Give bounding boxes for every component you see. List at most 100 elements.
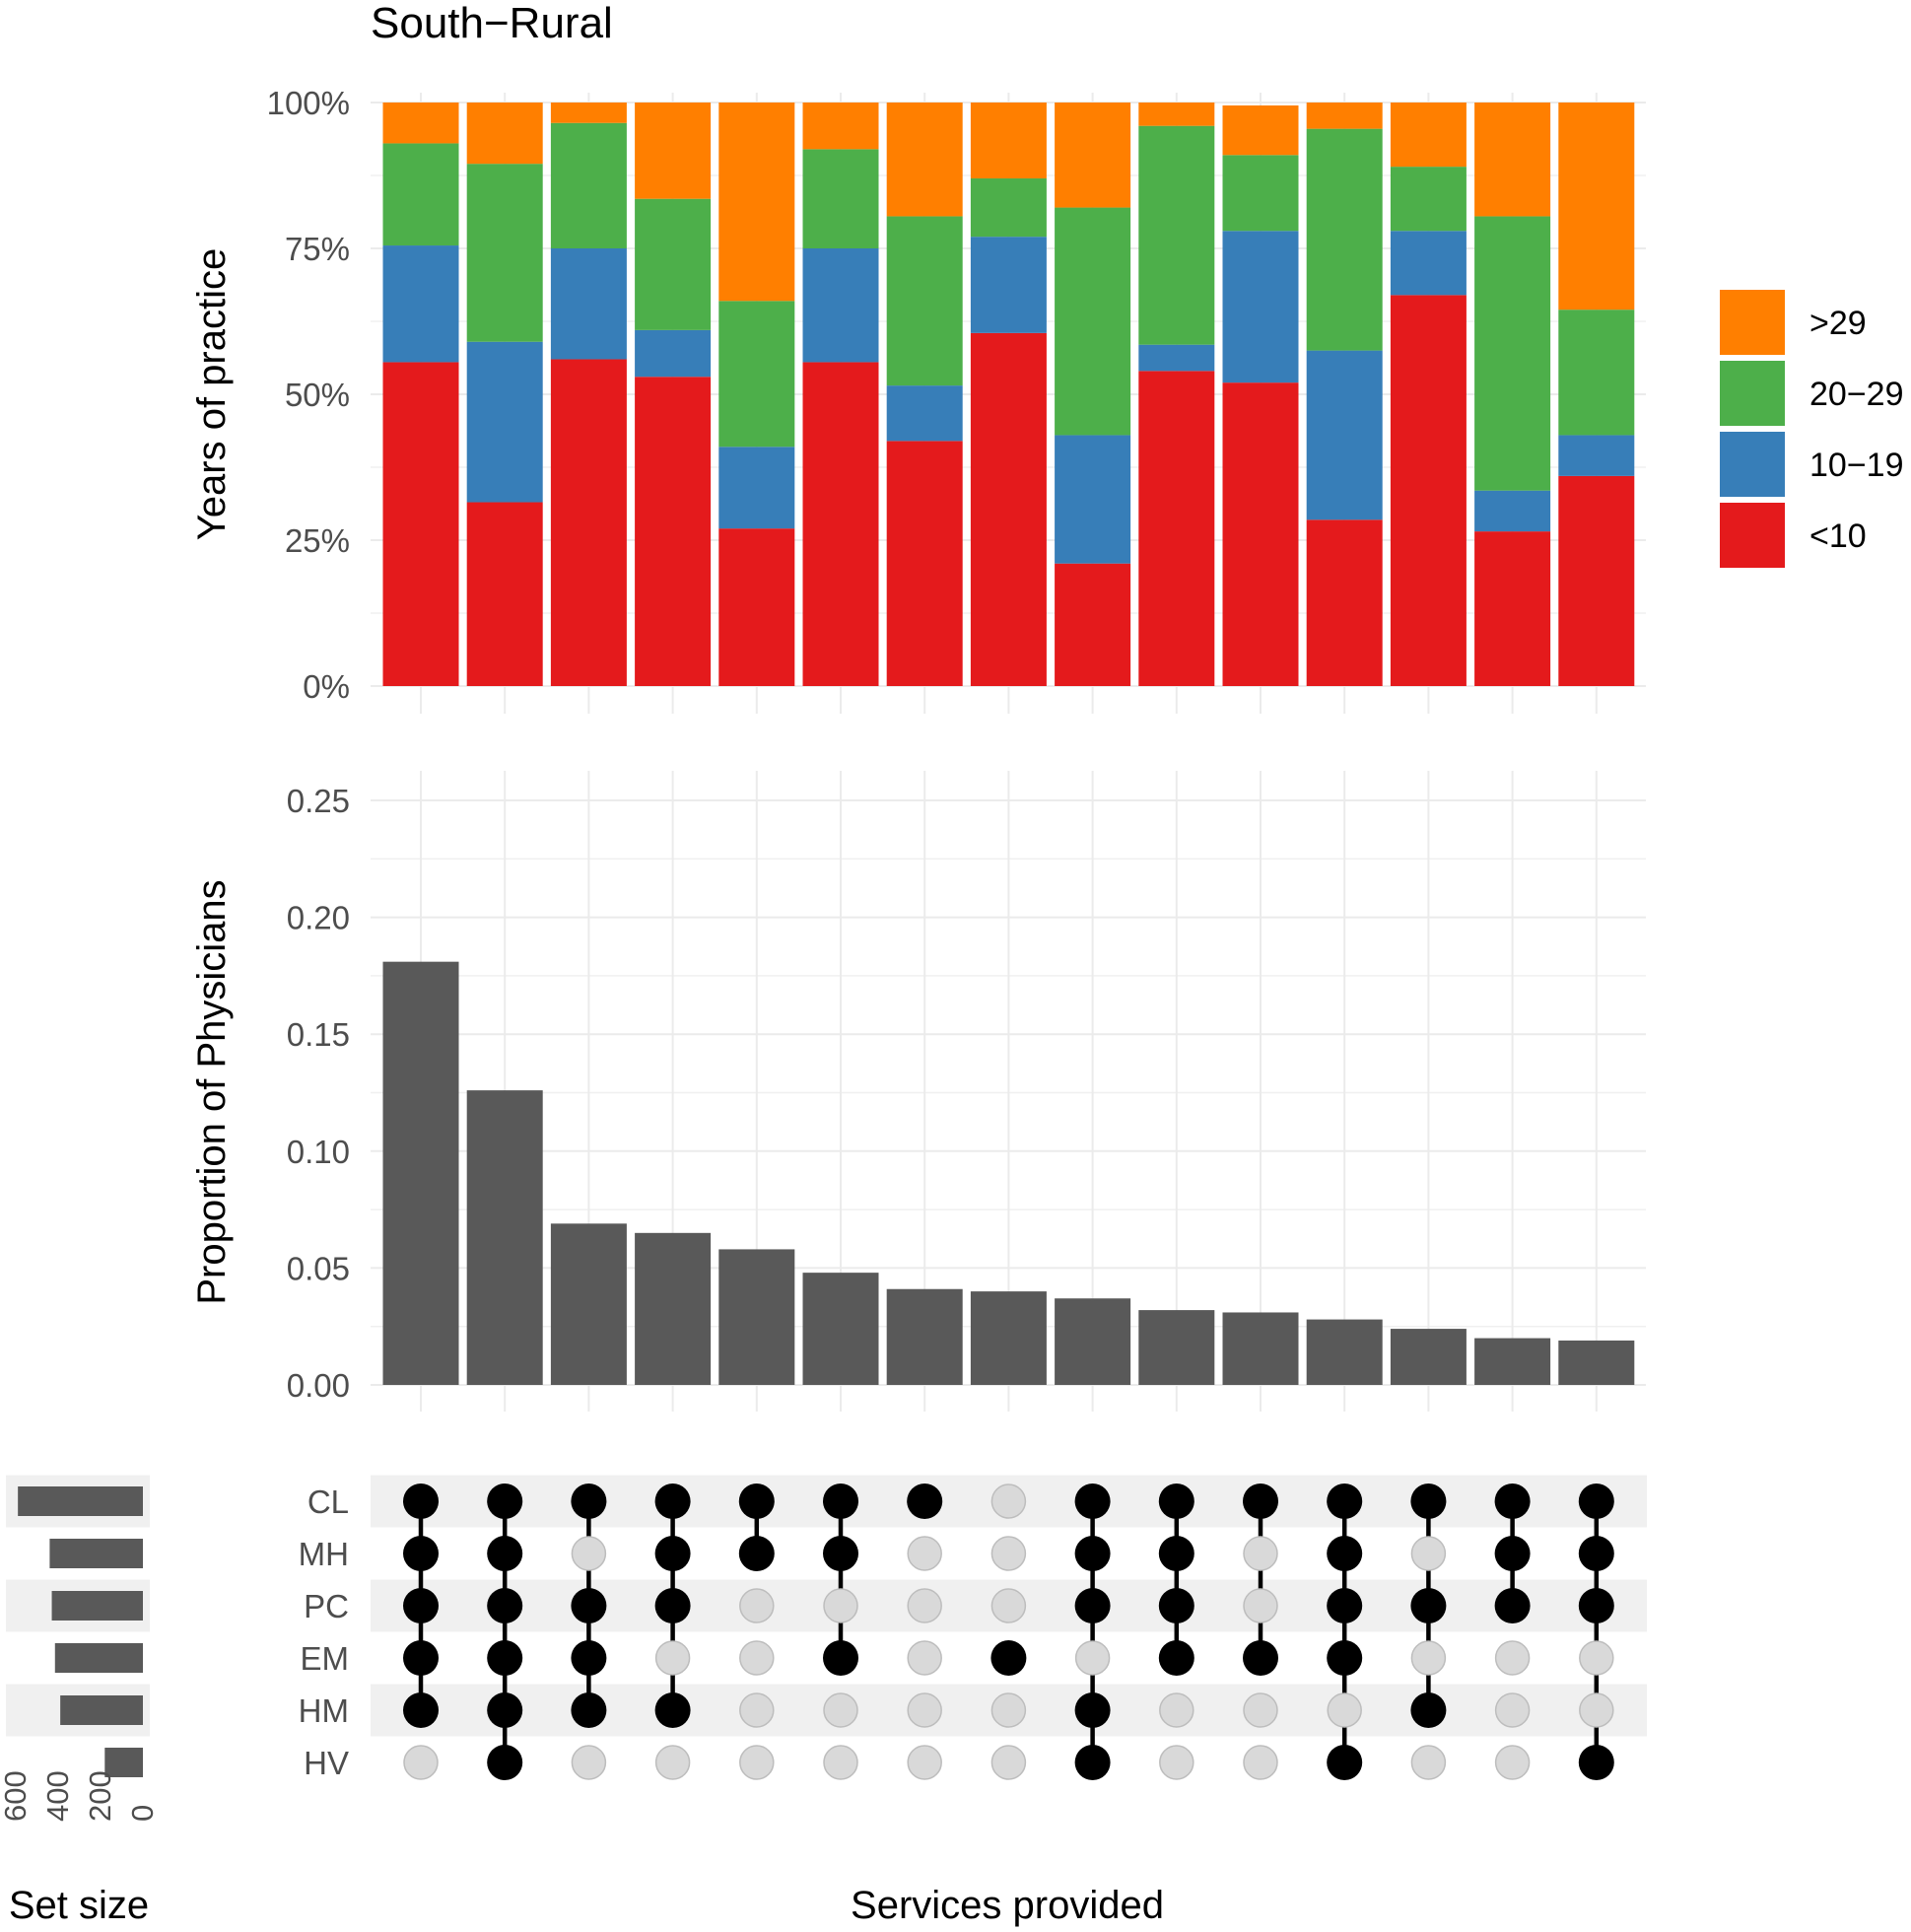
stacked-bar-segment bbox=[635, 329, 712, 378]
stacked-bar-segment bbox=[1222, 104, 1299, 156]
membership-dot-empty bbox=[1410, 1745, 1447, 1780]
membership-dot-empty bbox=[1410, 1640, 1447, 1676]
membership-dot-empty bbox=[1579, 1640, 1614, 1676]
stacked-bar-segment bbox=[1306, 350, 1383, 520]
proportion-bar bbox=[970, 1291, 1047, 1385]
membership-dot-empty bbox=[739, 1588, 775, 1623]
membership-dot-empty bbox=[1243, 1692, 1278, 1728]
set-label: CL bbox=[307, 1484, 349, 1520]
membership-dot-filled bbox=[571, 1692, 607, 1728]
stacked-bar-segment bbox=[382, 245, 459, 363]
stacked-bar-segment bbox=[1474, 103, 1551, 217]
membership-dot-empty bbox=[990, 1692, 1027, 1728]
proportion-bar bbox=[802, 1273, 879, 1385]
set-label: EM bbox=[301, 1640, 350, 1677]
stacked-bar-segment bbox=[1306, 103, 1383, 129]
membership-dot-filled bbox=[1158, 1640, 1194, 1676]
y-tick-label: 0.15 bbox=[287, 1016, 350, 1053]
membership-dot-empty bbox=[571, 1536, 607, 1571]
stacked-bar-segment bbox=[970, 177, 1047, 238]
membership-dot-empty bbox=[1494, 1640, 1531, 1676]
membership-dot-filled bbox=[403, 1588, 439, 1623]
membership-dot-filled bbox=[487, 1745, 523, 1780]
y-tick-label: 0.05 bbox=[287, 1250, 350, 1286]
membership-dot-filled bbox=[487, 1484, 523, 1519]
membership-dot-filled bbox=[487, 1640, 523, 1676]
membership-dot-filled bbox=[654, 1536, 691, 1571]
membership-dot-empty bbox=[990, 1588, 1027, 1623]
proportion-bar bbox=[1055, 1298, 1131, 1385]
stacked-bar-segment bbox=[886, 103, 963, 217]
y-tick-label: 0.10 bbox=[287, 1134, 350, 1170]
proportion-bar bbox=[1558, 1340, 1635, 1385]
membership-dot-empty bbox=[907, 1745, 942, 1780]
legend-swatch bbox=[1720, 361, 1785, 426]
legend-label: <10 bbox=[1809, 518, 1867, 555]
set-size-bar bbox=[49, 1539, 143, 1568]
membership-dot-filled bbox=[1074, 1745, 1111, 1780]
stacked-bar-segment bbox=[1474, 531, 1551, 686]
membership-dot-filled bbox=[1074, 1588, 1111, 1623]
y-tick-label: 25% bbox=[285, 522, 350, 559]
proportion-bar bbox=[1222, 1312, 1299, 1385]
stacked-bar-segment bbox=[1390, 231, 1467, 296]
stacked-bar-segment bbox=[1138, 125, 1215, 345]
membership-dot-filled bbox=[1410, 1484, 1447, 1519]
stacked-bar-segment bbox=[1055, 207, 1131, 436]
stacked-bar-segment bbox=[1306, 128, 1383, 351]
membership-dot-filled bbox=[1578, 1484, 1614, 1519]
set-size-tick-label: 600 bbox=[0, 1770, 33, 1822]
membership-dot-filled bbox=[1494, 1484, 1531, 1519]
stacked-bar-segment bbox=[1558, 310, 1635, 436]
stacked-bar-segment bbox=[718, 528, 795, 686]
legend-swatch bbox=[1720, 432, 1785, 497]
y-axis-title-years: Years of practice bbox=[190, 248, 234, 540]
y-axis-title-proportion: Proportion of Physicians bbox=[190, 879, 234, 1304]
set-size-bar bbox=[104, 1748, 143, 1777]
proportion-bar bbox=[550, 1223, 627, 1385]
stacked-bar-segment bbox=[466, 502, 543, 686]
membership-matrix: CL MH PC EM HM HV bbox=[299, 1475, 1647, 1781]
membership-dot-empty bbox=[1327, 1692, 1362, 1728]
membership-dot-filled bbox=[1158, 1588, 1194, 1623]
stacked-bar-segment bbox=[970, 103, 1047, 178]
stacked-bar-segment bbox=[1055, 435, 1131, 564]
membership-dot-empty bbox=[654, 1640, 691, 1676]
membership-dot-filled bbox=[1327, 1640, 1363, 1676]
set-size-panel: 600 400 200 0 bbox=[0, 1475, 160, 1822]
legend-swatch bbox=[1720, 503, 1785, 568]
y-tick-label: 0% bbox=[303, 668, 350, 705]
proportion-bar bbox=[1390, 1329, 1467, 1385]
membership-dot-filled bbox=[823, 1640, 858, 1676]
membership-dot-empty bbox=[1494, 1692, 1531, 1728]
legend-label: >29 bbox=[1809, 305, 1867, 342]
membership-dot-filled bbox=[823, 1484, 858, 1519]
membership-dot-filled bbox=[1578, 1745, 1614, 1780]
membership-dot-empty bbox=[1579, 1692, 1614, 1728]
membership-dot-filled bbox=[403, 1484, 439, 1519]
membership-dot-filled bbox=[1327, 1536, 1363, 1571]
stacked-bar-segment bbox=[802, 149, 879, 248]
membership-dot-filled bbox=[1158, 1484, 1194, 1519]
membership-dot-filled bbox=[990, 1640, 1027, 1676]
membership-dot-filled bbox=[1578, 1588, 1614, 1623]
stacked-bar-segment bbox=[886, 385, 963, 442]
legend-label: 10−19 bbox=[1809, 447, 1904, 484]
stacked-bar-segment bbox=[1222, 231, 1299, 383]
membership-dot-empty bbox=[907, 1588, 942, 1623]
membership-dot-empty bbox=[907, 1640, 942, 1676]
membership-dot-empty bbox=[823, 1588, 858, 1623]
chart-title: South−Rural bbox=[371, 0, 613, 47]
membership-dot-filled bbox=[1074, 1484, 1111, 1519]
membership-dot-empty bbox=[823, 1692, 858, 1728]
stacked-bar-segment bbox=[1558, 475, 1635, 686]
membership-dot-empty bbox=[1494, 1745, 1531, 1780]
membership-dot-empty bbox=[990, 1745, 1027, 1780]
membership-dot-filled bbox=[487, 1692, 523, 1728]
stacked-bar-segment bbox=[382, 103, 459, 144]
membership-dot-empty bbox=[907, 1536, 942, 1571]
membership-dot-empty bbox=[739, 1745, 775, 1780]
stacked-bar-segment bbox=[635, 377, 712, 686]
proportion-bar bbox=[1138, 1310, 1215, 1385]
